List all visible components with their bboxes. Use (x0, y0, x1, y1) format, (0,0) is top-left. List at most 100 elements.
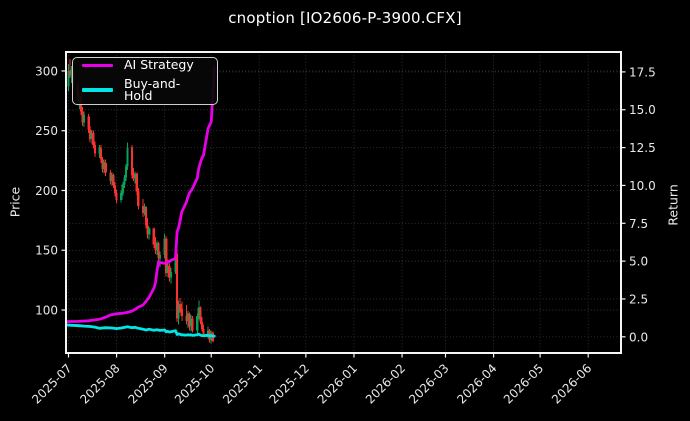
price-tick-label: 100 (35, 304, 58, 318)
return-tick-label: 17.5 (629, 65, 656, 79)
candle-down (199, 307, 202, 322)
x-tick-label: 2026-03 (406, 361, 451, 406)
legend-item-ai-strategy: AI Strategy (82, 59, 208, 72)
candle-down (89, 129, 92, 140)
candle-up (197, 307, 200, 316)
return-tick-label: 2.5 (629, 292, 648, 306)
candle-down (154, 244, 157, 251)
candle-down (115, 192, 118, 201)
candle-down (132, 174, 135, 179)
candle-up (67, 70, 70, 87)
candle-down (191, 318, 194, 331)
candle-up (98, 147, 101, 154)
candle-up (134, 173, 137, 179)
candle-down (185, 315, 188, 321)
candle-down (144, 207, 148, 226)
candle-up (196, 315, 199, 331)
x-tick-label: 2025-10 (172, 361, 217, 406)
candle-up (189, 318, 193, 327)
return-tick-label: 7.5 (629, 217, 648, 231)
candle-down (101, 159, 104, 169)
candle-down (112, 174, 115, 186)
candle-down (131, 147, 134, 175)
candle-down (81, 111, 84, 123)
price-tick-label: 200 (35, 184, 58, 198)
x-tick-label: 2025-08 (77, 361, 122, 406)
candle-up (121, 184, 124, 193)
candle-down (99, 148, 103, 160)
x-tick-label: 2025-12 (267, 361, 312, 406)
candle-up (163, 238, 166, 256)
x-tick-label: 2026-01 (315, 361, 360, 406)
candle-down (92, 133, 95, 146)
candle-up (166, 265, 169, 273)
price-axis-label: Price (7, 186, 23, 218)
candle-up (82, 115, 86, 123)
candle-down (175, 253, 179, 319)
candle-up (70, 69, 73, 76)
candle-down (202, 329, 205, 334)
legend-item-buy-and-hold: Buy-and-Hold (82, 75, 208, 104)
candle-down (68, 70, 72, 76)
candle-down (152, 228, 155, 245)
x-tick-label: 2025-09 (125, 361, 170, 406)
x-tick-label: 2026-05 (501, 361, 546, 406)
legend: AI Strategy Buy-and-Hold (72, 57, 218, 105)
return-tick-label: 15.0 (629, 103, 656, 117)
candle-down (109, 172, 112, 181)
candle-up (120, 192, 123, 201)
candle-down (87, 116, 90, 130)
legend-label: AI Strategy (124, 57, 194, 73)
candle-down (165, 238, 168, 273)
x-tick-label: 2026-06 (549, 361, 594, 406)
buy-and-hold-line-swatch (82, 88, 113, 93)
candle-down (135, 173, 138, 192)
return-axis-label: Return (665, 184, 681, 226)
candle-up (148, 228, 151, 235)
candle-up (207, 330, 210, 334)
candle-up (174, 253, 177, 272)
candle-down (93, 145, 96, 154)
ai-strategy-line (65, 66, 216, 324)
candle-down (200, 321, 204, 330)
plot-border (65, 51, 622, 354)
candle-down (179, 304, 182, 309)
candle-up (124, 166, 128, 178)
candle-down (188, 313, 191, 327)
candle-up (126, 147, 129, 167)
price-tick-label: 250 (35, 124, 58, 138)
candle-up (143, 207, 146, 214)
candle-up (110, 174, 114, 181)
ai-strategy-line-swatch (82, 63, 113, 68)
candle-up (155, 243, 159, 251)
candle-down (180, 308, 183, 316)
candle-down (141, 206, 145, 214)
buy-and-hold-line (65, 323, 216, 338)
candle-up (186, 313, 190, 321)
candle-up (90, 133, 93, 140)
return-tick-label: 12.5 (629, 141, 656, 155)
candle-down (113, 185, 117, 193)
candle-down (137, 191, 140, 207)
x-tick-label: 2025-07 (29, 361, 74, 406)
axis-ticks (61, 70, 626, 358)
candle-up (103, 161, 106, 169)
candle-down (157, 243, 160, 259)
price-tick-label: 150 (35, 244, 58, 258)
x-tick-label: 2026-02 (363, 361, 408, 406)
candle-up (158, 255, 162, 259)
candle-down (146, 225, 149, 235)
candle-up (169, 271, 172, 278)
x-tick-label: 2026-04 (454, 361, 499, 406)
candle-up (123, 177, 126, 185)
price-tick-label: 300 (35, 64, 58, 78)
return-tick-label: 0.0 (629, 330, 648, 344)
chart-title: cnoption [IO2606-P-3900.CFX] (228, 9, 462, 27)
candle-up (177, 304, 180, 319)
candle-down (104, 162, 107, 173)
return-tick-label: 5.0 (629, 255, 648, 269)
legend-label: Buy-and-Hold (124, 75, 181, 104)
return-tick-label: 10.0 (629, 179, 656, 193)
